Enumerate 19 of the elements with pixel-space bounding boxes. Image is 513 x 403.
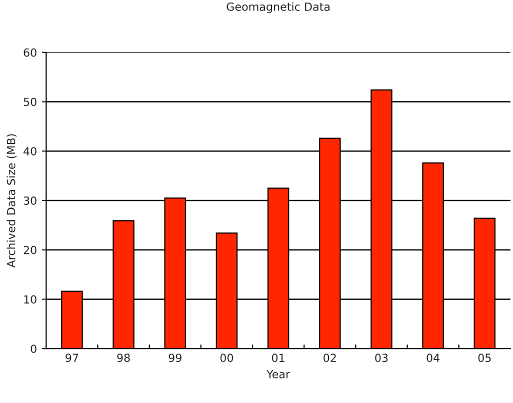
x-tick-label: 97 xyxy=(66,354,78,362)
y-tick-label: 60 xyxy=(24,48,36,57)
y-tick-label: 20 xyxy=(24,246,36,254)
y-axis-title: Archived Data Size (MB) xyxy=(6,134,17,268)
y-tick-label: 0 xyxy=(30,344,36,353)
y-tick-label: 50 xyxy=(24,98,36,106)
x-tick-label: 00 xyxy=(220,354,234,362)
x-tick-label: 05 xyxy=(478,354,491,362)
x-tick-label: 99 xyxy=(168,354,182,362)
x-tick-label: 02 xyxy=(324,354,336,362)
y-tick-label: 30 xyxy=(24,196,36,205)
chart-title: Geomagnetic Data xyxy=(226,2,330,14)
x-tick-label: 04 xyxy=(426,354,440,362)
x-tick-label: 98 xyxy=(117,354,130,362)
y-tick-label: 40 xyxy=(24,147,36,156)
y-tick-label: 10 xyxy=(24,295,36,304)
x-axis-title: Year xyxy=(266,370,290,378)
x-tick-label: 01 xyxy=(272,354,284,362)
x-tick-label: 03 xyxy=(375,354,388,362)
